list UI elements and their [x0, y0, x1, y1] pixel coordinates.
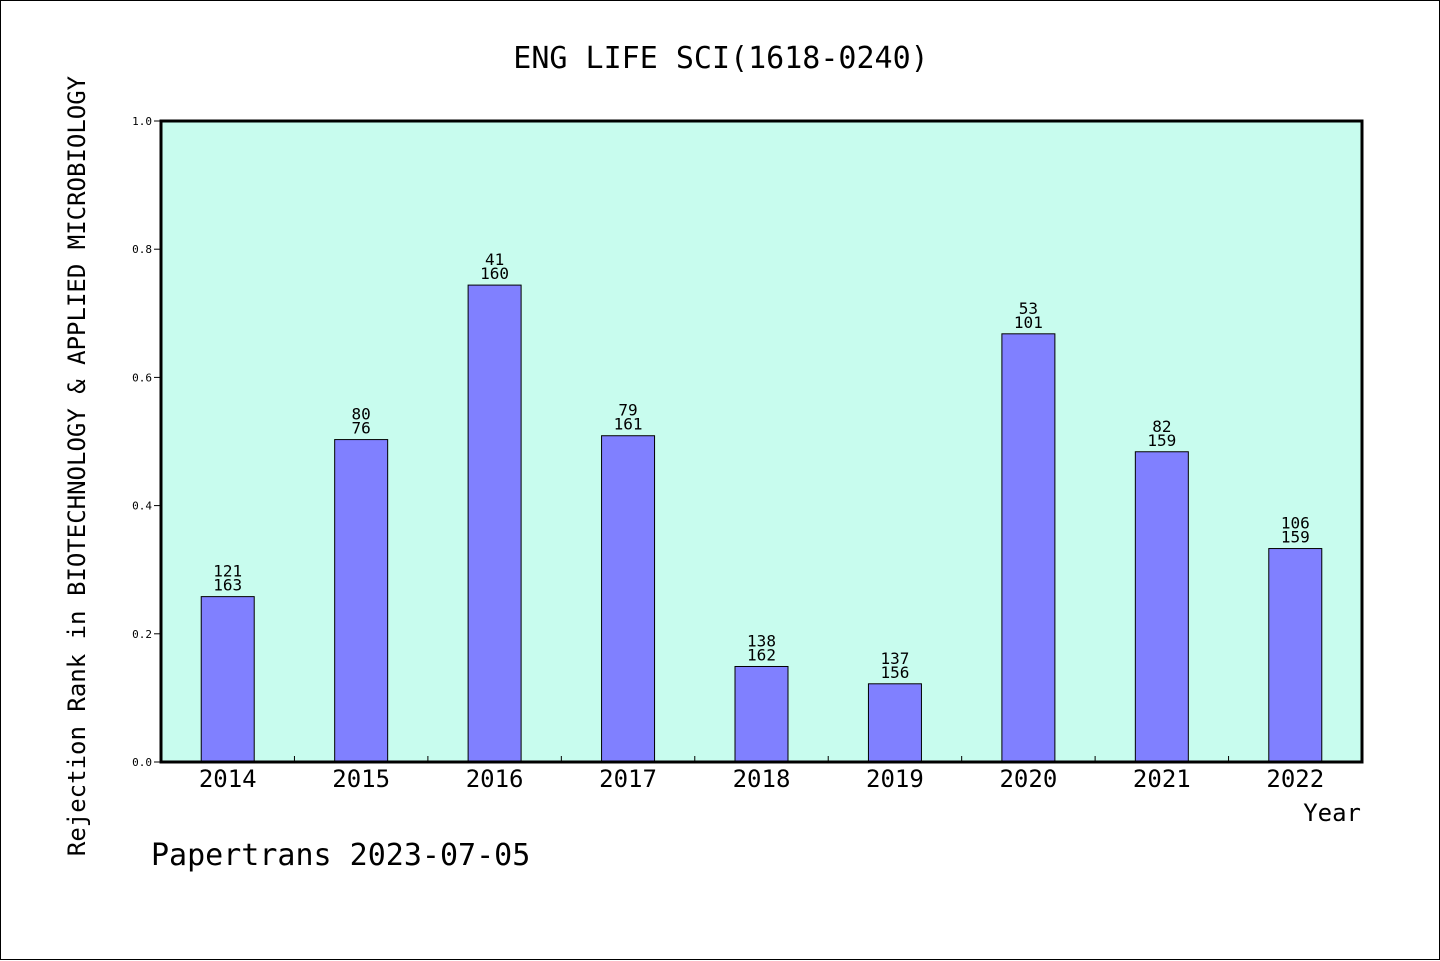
- x-tick-label: 2017: [599, 765, 657, 793]
- bar-label-bottom: 101: [1014, 313, 1043, 332]
- bar-2017: [601, 435, 656, 763]
- bars-layer: [200, 284, 1323, 763]
- bar-2020: [1001, 333, 1056, 763]
- bar-label-bottom: 159: [1147, 431, 1176, 450]
- bar-label-bottom: 162: [747, 645, 776, 664]
- bar-label-bottom: 163: [213, 576, 242, 595]
- footer-text: Papertrans 2023-07-05: [151, 838, 530, 873]
- bar-label-top: 80: [352, 405, 371, 424]
- bar-2018: [734, 665, 789, 763]
- y-tick-label: 0.2: [132, 628, 152, 641]
- x-tick-label: 2018: [733, 765, 791, 793]
- bar-2014: [200, 596, 255, 763]
- y-ticks-layer: 0.0 0.2 0.4 0.6 0.8 1.0: [132, 115, 161, 769]
- bar-label-top: 137: [880, 649, 909, 668]
- bar-2021: [1134, 451, 1189, 763]
- bar-label-top: 53: [1019, 299, 1038, 318]
- x-tick-label: 2019: [866, 765, 924, 793]
- bar-2015: [334, 439, 389, 763]
- bar-label-top: 121: [213, 562, 242, 581]
- bar-label-bottom: 160: [480, 264, 509, 283]
- bar-label-top: 138: [747, 631, 776, 650]
- bar-2022: [1268, 548, 1323, 763]
- y-tick-label: 0.8: [132, 243, 152, 256]
- bar-2016: [467, 284, 522, 763]
- x-tick-label: 2020: [999, 765, 1057, 793]
- bar-label-top: 41: [485, 250, 504, 269]
- bar-label-bottom: 159: [1281, 528, 1310, 547]
- y-tick-label: 0.0: [132, 756, 152, 769]
- bar-label-bottom: 76: [352, 419, 371, 438]
- chart-title: ENG LIFE SCI(1618-0240): [513, 41, 928, 76]
- x-axis-label: Year: [1303, 799, 1361, 827]
- x-tick-label: 2021: [1133, 765, 1191, 793]
- bar-label-top: 106: [1281, 514, 1310, 533]
- x-ticks-layer: 2014 2015 2016 2017 2018 2019 2020 2021 2022: [199, 756, 1324, 793]
- bar-2019: [867, 683, 922, 763]
- y-tick-label: 0.4: [132, 500, 152, 513]
- bar-label-top: 79: [618, 401, 637, 420]
- y-tick-label: 1.0: [132, 115, 152, 128]
- bar-label-bottom: 161: [614, 415, 643, 434]
- x-tick-label: 2015: [332, 765, 390, 793]
- plot-border: [159, 119, 1364, 764]
- x-tick-label: 2022: [1266, 765, 1324, 793]
- x-tick-label: 2016: [466, 765, 524, 793]
- y-axis-label: Rejection Rank in BIOTECHNOLOGY & APPLIE…: [63, 75, 91, 856]
- bar-label-top: 82: [1152, 417, 1171, 436]
- x-tick-label: 2014: [199, 765, 257, 793]
- y-tick-label: 0.6: [132, 371, 152, 384]
- bar-label-bottom: 156: [880, 663, 909, 682]
